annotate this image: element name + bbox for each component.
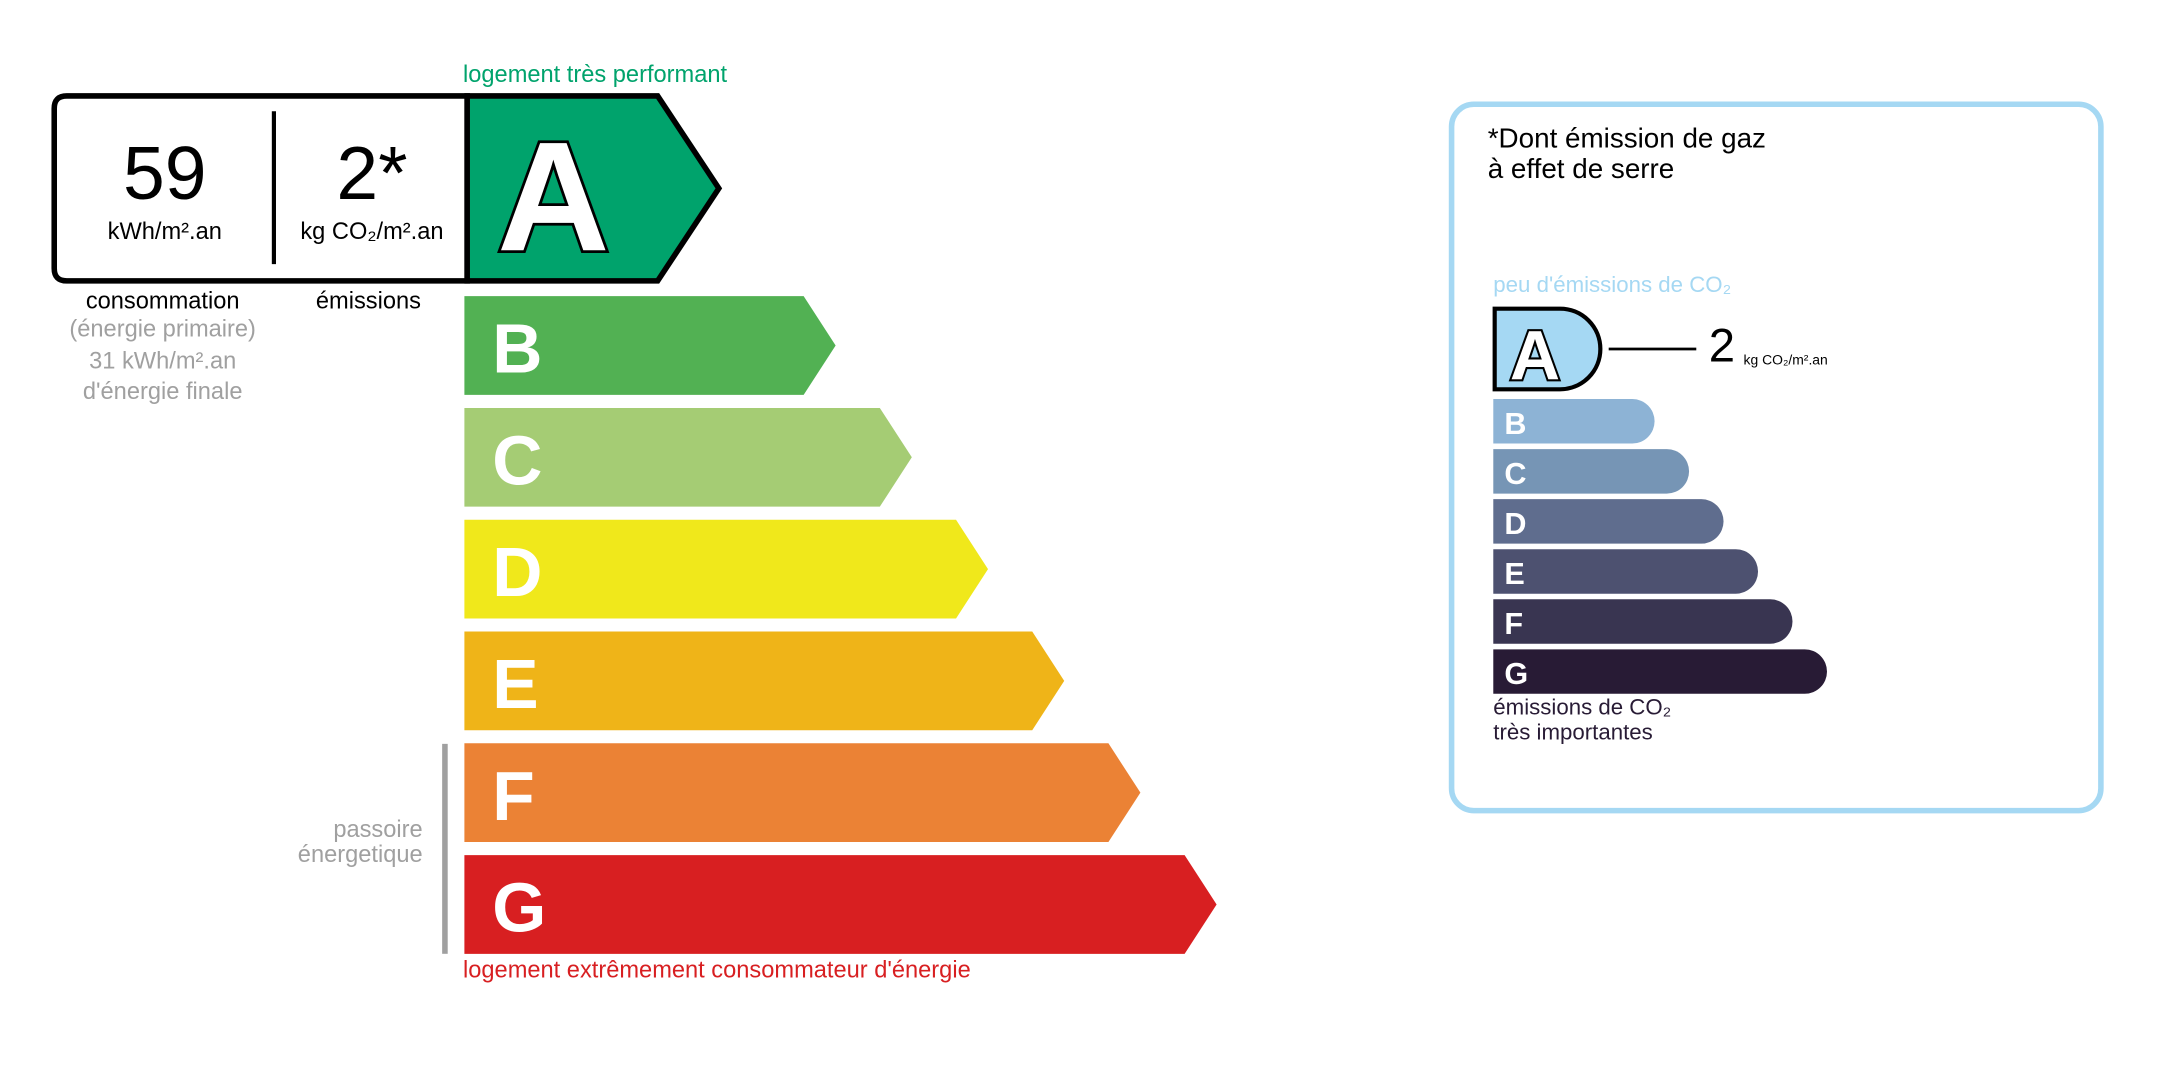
ges-class-a-current	[1492, 306, 1603, 392]
ges-class-letter-g: G	[1504, 657, 1528, 691]
ges-bottom-label-1: émissions de CO₂	[1493, 696, 1672, 721]
passoire-label-2: énergetique	[297, 841, 423, 868]
ges-value: 2	[1708, 319, 1736, 373]
ges-class-bar-d	[1493, 499, 1724, 544]
emissions-value: 2*	[336, 132, 408, 216]
value-box	[51, 93, 470, 284]
class-arrow-a-current	[464, 93, 723, 284]
class-letter-b: B	[492, 310, 542, 388]
class-arrow-d	[464, 519, 989, 619]
class-arrow-b	[464, 296, 836, 395]
class-letter-g: G	[492, 869, 546, 947]
ges-class-letter-a: A	[1510, 317, 1560, 395]
ges-class-letter-f: F	[1504, 607, 1523, 641]
emissions-unit: kg CO₂/m².an	[300, 218, 444, 245]
class-letter-f: F	[492, 757, 534, 835]
consumption-unit: kWh/m².an	[107, 218, 222, 245]
consumption-sublabel: (énergie primaire)	[69, 315, 256, 343]
class-letter-e: E	[492, 645, 538, 723]
ges-title-2: à effet de serre	[1487, 154, 1675, 185]
ges-class-bar-g	[1493, 649, 1827, 694]
ges-class-letter-c: C	[1504, 457, 1526, 491]
passoire-bracket	[442, 743, 448, 954]
class-letter-d: D	[492, 533, 542, 611]
class-arrow-e	[464, 631, 1065, 731]
class-letter-c: C	[492, 421, 542, 499]
consumption-value: 59	[122, 132, 207, 216]
energy-bottom-label: logement extrêmement consommateur d'éner…	[463, 956, 971, 984]
energy-top-label: logement très performant	[463, 61, 728, 88]
ges-panel	[1448, 101, 2104, 814]
final-energy-label: d'énergie finale	[82, 378, 243, 405]
class-arrow-c	[464, 407, 912, 507]
emissions-label: émissions	[315, 287, 422, 315]
ges-title-1: *Dont émission de gaz	[1487, 123, 1766, 155]
ges-class-bar-c	[1493, 449, 1690, 494]
ges-class-letter-d: D	[1504, 507, 1526, 541]
class-arrow-f	[464, 743, 1141, 843]
class-letter-a: A	[497, 109, 609, 283]
ges-unit: kg CO₂/m².an	[1743, 353, 1828, 369]
class-arrow-g	[464, 855, 1217, 954]
ges-class-bar-b	[1493, 399, 1655, 444]
ges-top-label: peu d'émissions de CO₂	[1493, 273, 1732, 298]
ges-class-bar-e	[1493, 549, 1759, 594]
consumption-label: consommation	[85, 287, 240, 315]
ges-class-letter-e: E	[1504, 557, 1524, 591]
ges-class-letter-b: B	[1504, 407, 1526, 441]
final-energy-value: 31 kWh/m².an	[89, 347, 237, 375]
ges-bottom-label-2: très importantes	[1493, 721, 1653, 746]
ges-class-bar-f	[1493, 599, 1793, 644]
passoire-label-1: passoire	[333, 816, 423, 843]
